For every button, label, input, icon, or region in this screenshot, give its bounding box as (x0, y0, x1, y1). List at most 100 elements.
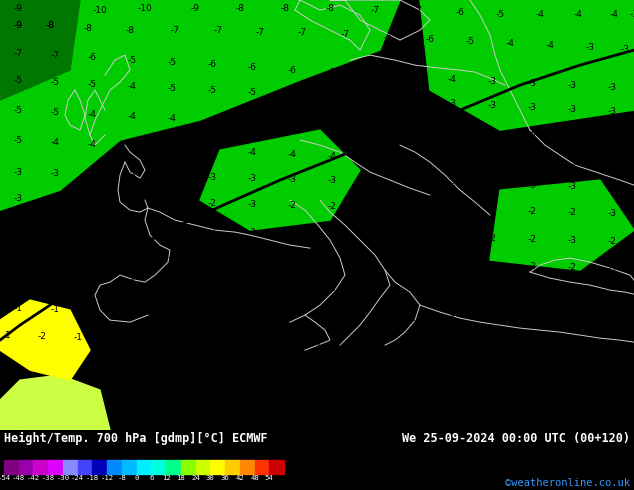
Text: We 25-09-2024 00:00 UTC (00+120): We 25-09-2024 00:00 UTC (00+120) (402, 432, 630, 445)
Text: -2: -2 (127, 196, 136, 206)
Text: -3: -3 (607, 209, 616, 218)
Text: -1: -1 (167, 280, 176, 289)
Text: -2: -2 (448, 233, 456, 242)
Text: -2: -2 (408, 204, 417, 213)
Text: -3: -3 (630, 10, 634, 19)
Text: -2: -2 (368, 202, 377, 212)
Text: -3: -3 (567, 81, 576, 90)
Text: -3: -3 (207, 172, 216, 182)
Polygon shape (0, 0, 80, 100)
Text: -2: -2 (288, 200, 297, 210)
Text: -3: -3 (607, 107, 616, 116)
Text: -2: -2 (567, 208, 576, 217)
Bar (210, 460, 225, 474)
Text: -2: -2 (593, 372, 602, 382)
Text: 48: 48 (250, 475, 259, 481)
Text: -4: -4 (127, 112, 136, 121)
Bar (254, 460, 269, 474)
Text: -3: -3 (51, 169, 60, 177)
Text: -3: -3 (87, 170, 96, 179)
Text: Height/Temp. 700 hPa [gdmp][°C] ECMWF: Height/Temp. 700 hPa [gdmp][°C] ECMWF (4, 432, 268, 445)
Text: -7: -7 (413, 5, 422, 15)
Text: -2: -2 (527, 235, 536, 244)
Text: -3: -3 (488, 206, 496, 215)
Text: -2: -2 (567, 263, 576, 271)
Text: -3: -3 (527, 102, 536, 112)
Text: -3: -3 (607, 83, 616, 92)
Text: -9: -9 (13, 21, 22, 29)
Text: -2: -2 (448, 179, 456, 188)
Polygon shape (200, 130, 360, 230)
Text: -4: -4 (328, 93, 337, 101)
Text: -3: -3 (51, 195, 60, 204)
Text: -3: -3 (527, 181, 536, 190)
Text: -3: -3 (607, 166, 616, 174)
Text: -3: -3 (586, 43, 595, 51)
Text: -5: -5 (127, 55, 136, 65)
Text: -4: -4 (127, 82, 136, 91)
Text: -1: -1 (51, 277, 60, 286)
Text: -6: -6 (384, 33, 392, 42)
Text: -1: -1 (87, 306, 96, 315)
Text: -12: -12 (101, 475, 113, 481)
Text: 6: 6 (149, 475, 153, 481)
Bar (19, 460, 34, 474)
Text: -7: -7 (297, 27, 306, 37)
Text: -3: -3 (621, 45, 630, 53)
Bar (137, 460, 152, 474)
Text: -0: -0 (167, 308, 176, 317)
Text: -4: -4 (167, 114, 176, 122)
Text: -54: -54 (0, 475, 11, 481)
Text: -4: -4 (546, 41, 555, 49)
Text: -6: -6 (87, 52, 96, 62)
Text: -2: -2 (488, 261, 496, 270)
Bar (48, 460, 63, 474)
Text: -3: -3 (607, 136, 616, 145)
Text: -3: -3 (328, 175, 337, 185)
Text: -5: -5 (13, 136, 22, 145)
Text: -6: -6 (247, 63, 257, 72)
Text: -18: -18 (86, 475, 99, 481)
Text: -3: -3 (567, 236, 576, 245)
Text: -1: -1 (328, 312, 337, 320)
Text: -4: -4 (247, 147, 256, 157)
Text: -7: -7 (171, 25, 179, 35)
Text: -1: -1 (368, 285, 377, 294)
Text: -1: -1 (87, 278, 96, 287)
Text: -4: -4 (167, 144, 176, 152)
Text: -1: -1 (448, 287, 456, 295)
Text: 1: 1 (5, 331, 11, 340)
Text: -3: -3 (368, 123, 377, 133)
Text: -2: -2 (488, 316, 496, 324)
Text: -6: -6 (287, 66, 297, 74)
Text: -3: -3 (488, 160, 496, 169)
Text: -2: -2 (448, 205, 456, 214)
Text: -4: -4 (247, 118, 256, 126)
Text: -1: -1 (553, 344, 562, 354)
Text: -1: -1 (474, 343, 482, 352)
Text: -4: -4 (574, 10, 583, 19)
Text: 18: 18 (176, 475, 185, 481)
Text: -5: -5 (207, 86, 216, 95)
Text: ©weatheronline.co.uk: ©weatheronline.co.uk (505, 478, 630, 488)
Text: -4: -4 (448, 74, 456, 84)
Bar (152, 460, 166, 474)
Text: -0: -0 (273, 338, 283, 346)
Text: -1: -1 (434, 368, 443, 378)
Text: 54: 54 (265, 475, 274, 481)
Text: -8: -8 (117, 475, 126, 481)
Text: 0: 0 (115, 334, 121, 343)
Text: -3: -3 (448, 98, 456, 108)
Text: -3: -3 (567, 182, 576, 191)
Text: 0: 0 (134, 475, 139, 481)
Text: -3: -3 (488, 100, 496, 110)
Text: -2: -2 (527, 207, 536, 216)
Text: -10: -10 (93, 5, 107, 15)
Text: -1: -1 (247, 255, 257, 264)
Text: -0: -0 (207, 309, 216, 318)
Polygon shape (0, 0, 400, 210)
Bar (78, 460, 93, 474)
Text: -1: -1 (13, 304, 22, 313)
Text: -2: -2 (207, 198, 216, 208)
Text: -2: -2 (514, 370, 522, 380)
